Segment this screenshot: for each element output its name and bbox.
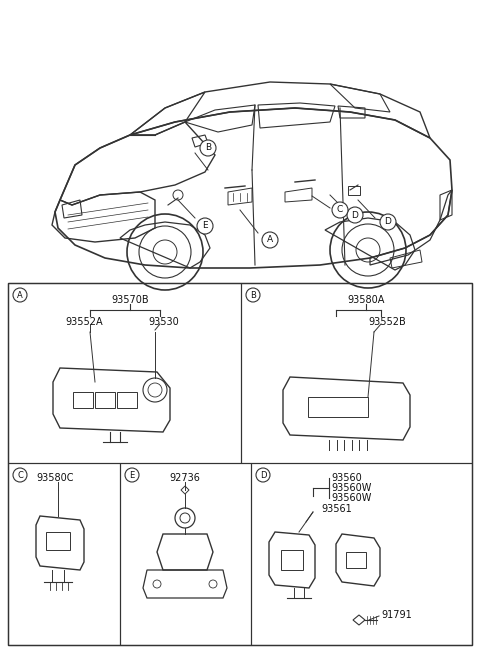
Bar <box>8 463 120 645</box>
Text: E: E <box>130 470 134 479</box>
Bar <box>8 283 472 645</box>
Text: 93560W: 93560W <box>331 483 372 493</box>
Text: E: E <box>202 221 208 231</box>
Bar <box>251 463 472 645</box>
Circle shape <box>262 232 278 248</box>
Bar <box>348 186 360 195</box>
Text: B: B <box>250 291 256 299</box>
Bar <box>241 283 472 463</box>
Bar <box>8 283 241 463</box>
Text: D: D <box>260 470 266 479</box>
Circle shape <box>13 288 27 302</box>
Text: C: C <box>17 470 23 479</box>
Text: 93570B: 93570B <box>111 295 149 305</box>
Text: D: D <box>384 217 391 227</box>
Circle shape <box>13 468 27 482</box>
Circle shape <box>197 218 213 234</box>
Text: A: A <box>267 236 273 244</box>
Text: 92736: 92736 <box>169 473 201 483</box>
Text: A: A <box>17 291 23 299</box>
Circle shape <box>332 202 348 218</box>
Circle shape <box>256 468 270 482</box>
Text: C: C <box>337 206 343 214</box>
Circle shape <box>380 214 396 230</box>
Text: B: B <box>205 143 211 153</box>
Text: 93552B: 93552B <box>368 317 406 327</box>
Text: D: D <box>351 210 359 219</box>
Text: 93552A: 93552A <box>65 317 103 327</box>
Text: 93561: 93561 <box>321 504 352 514</box>
Bar <box>120 463 251 645</box>
Text: 93560W: 93560W <box>331 493 372 503</box>
Text: 93530: 93530 <box>148 317 179 327</box>
Circle shape <box>246 288 260 302</box>
Circle shape <box>347 207 363 223</box>
Text: 93580C: 93580C <box>36 473 73 483</box>
Text: 91791: 91791 <box>381 610 412 620</box>
Circle shape <box>200 140 216 156</box>
Circle shape <box>125 468 139 482</box>
Text: 93580A: 93580A <box>348 295 384 305</box>
Text: 93560: 93560 <box>331 473 362 483</box>
